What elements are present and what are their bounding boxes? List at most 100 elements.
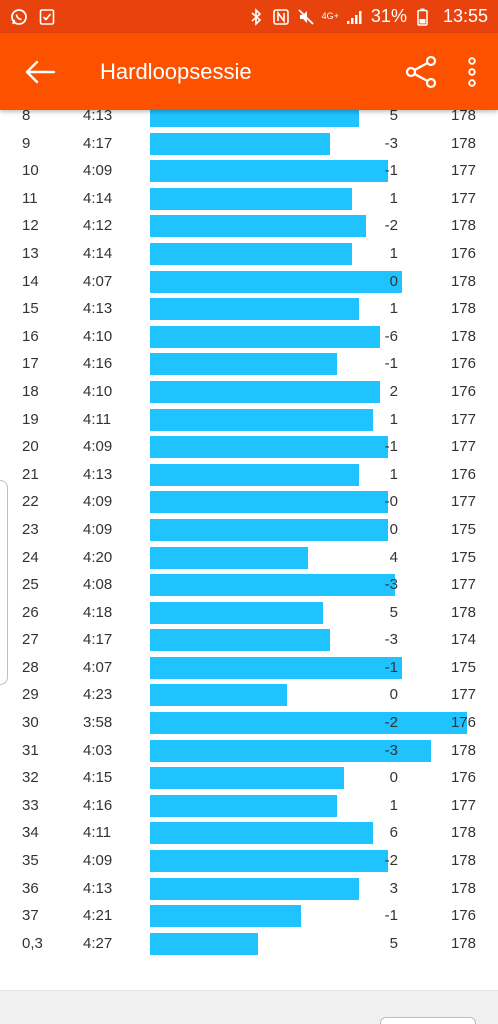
nfc-icon (272, 8, 290, 26)
split-pace: 4:13 (83, 300, 113, 318)
split-pace: 4:09 (83, 162, 113, 180)
split-heart-rate: 177 (450, 576, 476, 594)
pace-bar (150, 215, 366, 238)
bottom-button[interactable] (380, 1017, 476, 1024)
split-km: 23 (22, 520, 39, 538)
split-heart-rate: 175 (450, 548, 476, 566)
split-km: 21 (22, 465, 39, 483)
split-pace: 4:07 (83, 272, 113, 290)
signal-icon (346, 8, 364, 26)
split-elevation: -3 (384, 576, 398, 594)
split-pace: 4:09 (83, 493, 113, 511)
split-row: 21 4:13 1 176 (0, 461, 498, 489)
edge-panel-handle[interactable] (0, 480, 8, 685)
split-km: 11 (22, 189, 38, 207)
split-elevation: 0 (389, 769, 398, 787)
split-km: 31 (22, 741, 39, 759)
split-km: 30 (22, 714, 39, 732)
split-elevation: -1 (384, 162, 398, 180)
pace-bar (150, 436, 388, 459)
pace-bar (150, 187, 352, 210)
split-km: 8 (22, 107, 31, 124)
split-heart-rate: 178 (450, 300, 476, 318)
split-pace: 4:12 (83, 217, 113, 235)
split-heart-rate: 176 (450, 382, 476, 400)
status-right-icons: 4G+ 31% 13:55 (247, 6, 488, 27)
clock-time: 13:55 (442, 6, 488, 26)
split-pace: 4:10 (83, 327, 113, 345)
split-row: 8 4:13 5 178 (0, 102, 498, 130)
split-pace: 4:17 (83, 134, 113, 152)
splits-table: 8 4:13 5 178 9 4:17 -3 178 10 4:09 -1 177 11 4:14 1 177… (0, 102, 498, 957)
split-km: 33 (22, 796, 39, 814)
split-elevation: 0 (389, 272, 398, 290)
pace-bar (150, 491, 388, 514)
whatsapp-icon (10, 8, 28, 26)
split-heart-rate: 176 (450, 769, 476, 787)
split-km: 26 (22, 603, 39, 621)
split-heart-rate: 177 (450, 438, 476, 456)
split-row: 16 4:10 -6 178 (0, 323, 498, 351)
split-km: 25 (22, 576, 39, 594)
split-row: 0,3 4:27 5 178 (0, 930, 498, 958)
split-row: 25 4:08 -3 177 (0, 571, 498, 599)
split-elevation: 5 (389, 934, 398, 952)
split-km: 10 (22, 162, 39, 180)
split-row: 20 4:09 -1 177 (0, 433, 498, 461)
pace-bar (150, 270, 402, 293)
split-elevation: 4 (389, 548, 398, 566)
split-pace: 4:16 (83, 355, 113, 373)
split-elevation: 1 (389, 410, 398, 428)
split-heart-rate: 176 (450, 244, 476, 262)
split-row: 22 4:09 -0 177 (0, 488, 498, 516)
split-heart-rate: 176 (450, 714, 476, 732)
split-pace: 4:14 (83, 189, 113, 207)
split-elevation: 5 (389, 603, 398, 621)
split-row: 30 3:58 -2 176 (0, 709, 498, 737)
more-options-button[interactable] (446, 33, 498, 110)
split-row: 12 4:12 -2 178 (0, 212, 498, 240)
split-pace: 3:58 (83, 714, 113, 732)
split-row: 18 4:10 2 176 (0, 378, 498, 406)
split-pace: 4:10 (83, 382, 113, 400)
split-row: 11 4:14 1 177 (0, 185, 498, 213)
share-button[interactable] (396, 33, 446, 110)
pace-bar (150, 132, 330, 155)
split-pace: 4:11 (83, 824, 112, 842)
pace-bar (150, 325, 381, 348)
split-row: 31 4:03 -3 178 (0, 737, 498, 765)
split-pace: 4:13 (83, 107, 113, 124)
pace-bar (150, 546, 309, 569)
battery-percent: 31% (370, 6, 407, 26)
split-heart-rate: 177 (450, 162, 476, 180)
split-elevation: 3 (389, 879, 398, 897)
split-pace: 4:17 (83, 631, 113, 649)
split-heart-rate: 177 (450, 410, 476, 428)
split-pace: 4:16 (83, 796, 113, 814)
split-row: 34 4:11 6 178 (0, 819, 498, 847)
split-pace: 4:08 (83, 576, 113, 594)
pace-bar (150, 905, 302, 928)
pace-bar (150, 160, 388, 183)
split-heart-rate: 177 (450, 796, 476, 814)
pace-bar (150, 518, 388, 541)
split-heart-rate: 178 (450, 741, 476, 759)
split-km: 34 (22, 824, 39, 842)
arrow-left-icon (25, 60, 56, 83)
pace-bar (150, 850, 388, 873)
split-row: 15 4:13 1 178 (0, 295, 498, 323)
checklist-icon (38, 8, 56, 26)
pace-bar (150, 574, 395, 597)
split-elevation: 2 (389, 382, 398, 400)
split-elevation: -0 (384, 493, 398, 511)
split-km: 14 (22, 272, 39, 290)
split-km: 29 (22, 686, 39, 704)
pace-bar (150, 684, 287, 707)
back-button[interactable] (0, 33, 80, 110)
split-row: 29 4:23 0 177 (0, 681, 498, 709)
split-elevation: -1 (384, 438, 398, 456)
split-row: 13 4:14 1 176 (0, 240, 498, 268)
split-km: 36 (22, 879, 39, 897)
split-km: 18 (22, 382, 39, 400)
split-km: 28 (22, 658, 39, 676)
